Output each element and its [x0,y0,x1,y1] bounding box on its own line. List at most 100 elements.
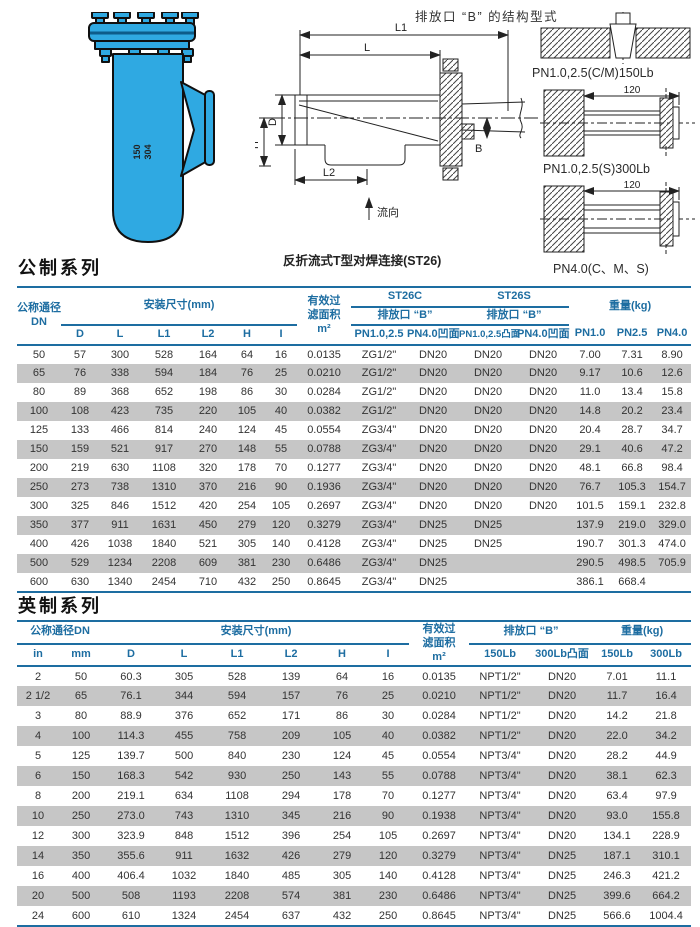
flange-bolts-top [91,12,199,25]
table-cell: 64 [335,670,349,683]
table-cell: 70 [381,790,395,803]
table-cell: 88.9 [120,710,142,723]
table-cell: 528 [227,670,247,683]
table-cell: 2454 [209,906,266,927]
table-cell: ZG3/4" [351,572,408,593]
table-cell: 12.6 [661,367,683,380]
table-cell: 528 [154,348,174,361]
table-cell: 80 [32,386,46,399]
table-cell: 105 [271,500,291,513]
table-cell: 0.1938 [422,810,456,823]
table-cell: 0.8645 [409,906,470,927]
table-cell: 1324 [159,906,210,927]
table-cell: ZG3/4" [361,462,397,475]
table-cell: DN20 [547,710,577,723]
table-cell: 80 [74,710,88,723]
table-cell: 273 [70,481,90,494]
table-cell: 105 [378,830,398,843]
table-cell: 1038 [107,538,133,551]
table-cell: 23.4 [661,405,683,418]
table-cell: 652 [227,710,247,723]
table-cell: 148 [237,443,257,456]
table-cell: 90 [274,481,288,494]
table-cell: 159.1 [618,500,646,513]
table-cell: 634 [174,790,194,803]
table-cell: 574 [281,890,301,903]
table-cell: 11.0 [579,386,601,399]
table-cell: NPT3/4" [469,906,532,927]
table-cell: 1310 [224,810,250,823]
table-cell: 432 [229,572,265,593]
table-cell: DN20 [528,500,558,513]
table-cell: 329.0 [658,519,686,532]
table-cell: 529 [70,557,90,570]
header-col: in [17,643,59,668]
table-row: 400 426 1038 1840 521 305 140 0.4128 ZG3/4" DN25 D… [17,535,691,554]
header-filter-area: 有效过 滤面积 m² [297,287,352,346]
table-cell: DN20 [528,367,558,380]
table-cell: 65 [74,690,88,703]
table-cell: 60.3 [120,670,142,683]
header-col: 150Lb [593,643,642,668]
table-cell: 250 [71,810,91,823]
port-b-option-3-caption: PN4.0(C、M、S) [553,262,649,276]
table-cell: NPT3/4" [479,850,521,863]
table-cell: 350 [71,850,91,863]
table-cell: 47.2 [661,443,683,456]
table-cell: 157 [281,690,301,703]
table-cell: 594 [154,367,174,380]
table-cell [517,535,569,554]
table-cell: 125 [29,424,49,437]
table-cell: NPT3/4" [479,810,521,823]
table-cell: 305 [332,870,352,883]
dim-label-h: H [255,141,261,149]
table-cell: 370 [198,481,218,494]
table-cell: 0.2697 [422,830,456,843]
table-cell: 323.9 [117,830,145,843]
table-cell: 76 [335,690,349,703]
header-col: PN4.0凹面 [407,324,460,346]
table-row: 200 219 630 1108 320 178 70 0.1277 ZG3/4" DN20 DN2… [17,459,691,478]
table-cell: 50 [32,348,46,361]
metric-table-body: 50 57 300 528 164 64 16 0.0135 ZG1/2" DN20 DN20 DN2… [17,345,692,593]
table-cell: 64 [240,348,254,361]
dim-label-d: D [267,118,279,126]
table-cell: 219 [70,462,90,475]
table-cell: 498.5 [618,557,646,570]
table-cell: 338 [110,367,130,380]
table-cell: 198 [198,386,218,399]
table-cell: DN25 [418,538,448,551]
table-cell: 10 [31,810,45,823]
table-cell: 6 [34,770,42,783]
table-cell: 124 [332,750,352,763]
table-cell: 89 [73,386,87,399]
table-cell: 8.90 [661,348,683,361]
table-cell: 2208 [151,557,177,570]
table-cell: 450 [198,519,218,532]
table-cell: DN20 [547,790,577,803]
table-cell: 521 [198,538,218,551]
table-cell: 0.0788 [307,443,341,456]
table-cell: 76 [240,367,254,380]
table-cell: DN20 [528,481,558,494]
header-dn: 公称通径 DN [17,287,61,346]
header-col: PN2.5 [611,324,654,346]
table-cell: 566.6 [593,906,642,927]
table-cell: 500 [29,557,49,570]
imperial-series-title: 英制系列 [18,596,102,616]
table-cell: 101.5 [576,500,604,513]
table-cell: 300 [110,348,130,361]
table-cell: 105 [332,730,352,743]
table-cell: 1234 [107,557,133,570]
table-cell: 232.8 [658,500,686,513]
body-marking: 150 304 [132,144,153,159]
table-cell: DN20 [418,386,448,399]
table-row: 6 150 168.3 542 930 250 143 55 0.0788 NPT3/4" DN20… [17,766,692,787]
table-cell: 168.3 [117,770,145,783]
table-cell: 455 [174,730,194,743]
port-b-option-2-caption: PN1.0,2.5(S)300Lb [543,162,651,176]
table-row: 100 108 423 735 220 105 40 0.0382 ZG1/2" DN20 DN20… [17,401,692,421]
table-cell: 5 [34,750,42,763]
table-cell: 12 [31,830,45,843]
table-cell: 3 [34,710,42,723]
